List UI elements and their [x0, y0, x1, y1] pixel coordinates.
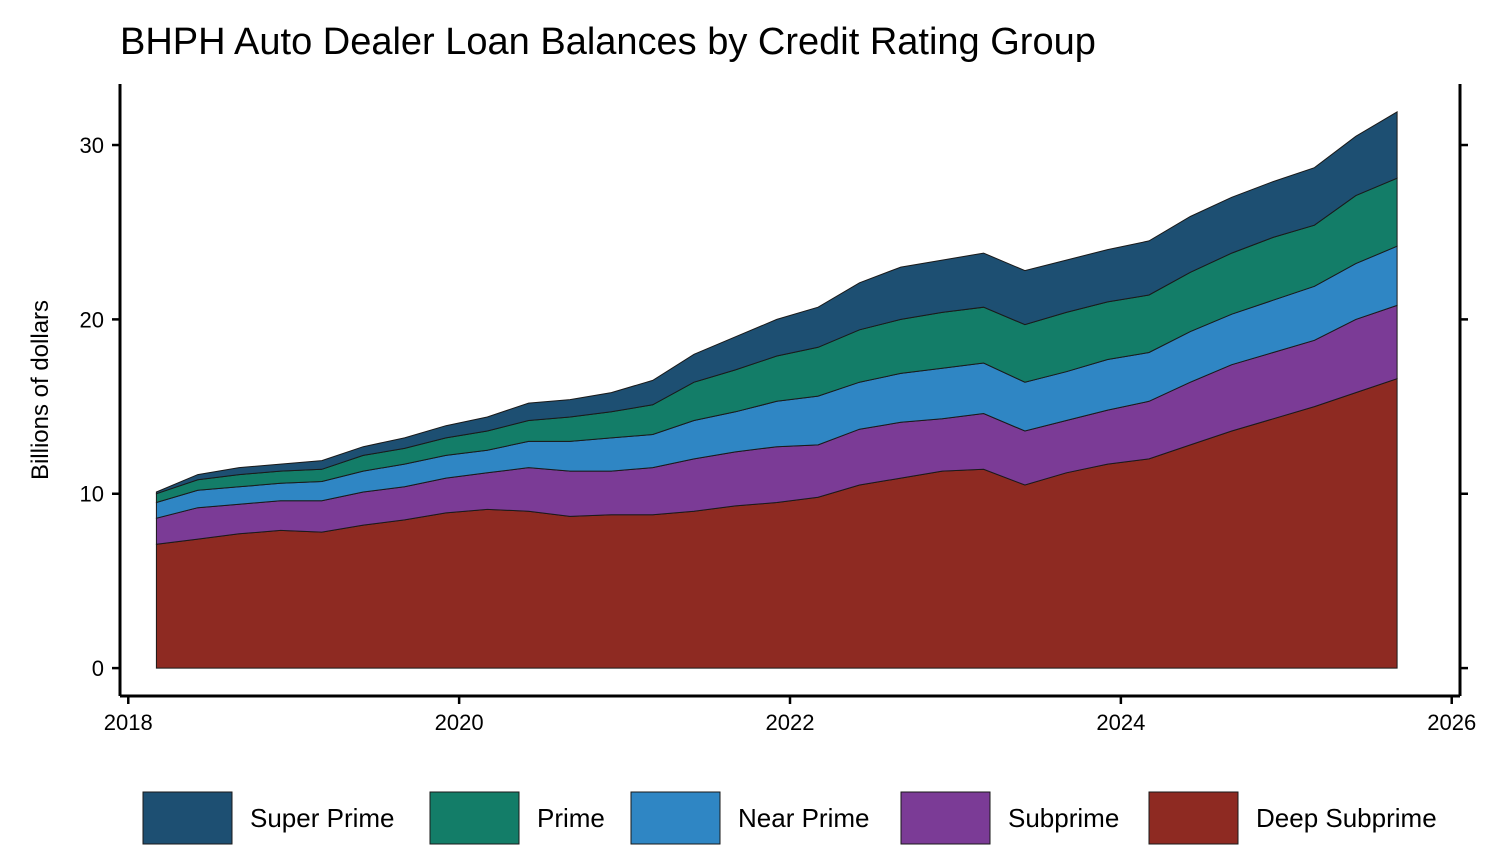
y-tick-label: 20 — [80, 307, 104, 332]
legend: Super Prime Prime Near Prime Subprime Deep S… — [142, 791, 1437, 845]
legend-swatch-deep-subprime — [1148, 791, 1239, 845]
legend-swatch-prime — [429, 791, 520, 845]
legend-label-near-prime: Near Prime — [738, 803, 869, 833]
ticks: 2018 2020 2022 2024 2026 0 10 20 30 — [80, 133, 1477, 735]
legend-swatch-super-prime — [142, 791, 233, 845]
x-tick-label: 2024 — [1096, 710, 1145, 735]
x-tick-label: 2018 — [104, 710, 153, 735]
legend-swatch-near-prime — [630, 791, 721, 845]
y-axis-title: Billions of dollars — [27, 300, 54, 480]
x-tick-label: 2022 — [766, 710, 815, 735]
chart-title: BHPH Auto Dealer Loan Balances by Credit… — [120, 21, 1096, 63]
y-tick-label: 30 — [80, 133, 104, 158]
y-tick-label: 10 — [80, 482, 104, 507]
legend-swatch-subprime — [900, 791, 991, 845]
plot-areas — [155, 111, 1398, 669]
area-super-prime — [155, 111, 1398, 495]
y-tick-label: 0 — [92, 656, 104, 681]
legend-label-super-prime: Super Prime — [250, 803, 395, 833]
legend-label-subprime: Subprime — [1008, 803, 1119, 833]
legend-label-deep-subprime: Deep Subprime — [1256, 803, 1437, 833]
x-tick-label: 2026 — [1427, 710, 1476, 735]
legend-label-prime: Prime — [537, 803, 605, 833]
x-tick-label: 2020 — [435, 710, 484, 735]
